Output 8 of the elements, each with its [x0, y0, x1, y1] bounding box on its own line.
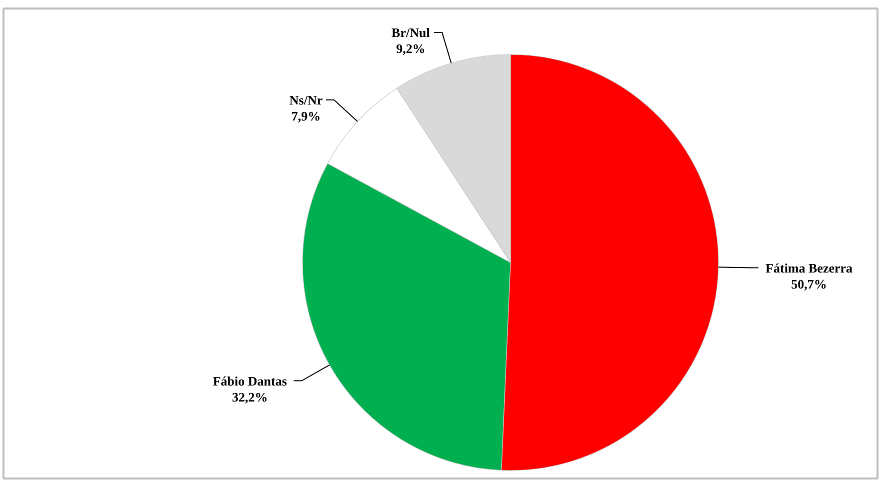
slice-label: Br/Nul: [392, 24, 430, 40]
data-label: 9,2%: [396, 40, 426, 56]
data-label: 7,9%: [291, 108, 321, 124]
slice-label: Fátima Bezerra: [766, 260, 854, 276]
slice-label: Fábio Dantas: [212, 373, 287, 388]
data-label: 32,2%: [232, 389, 268, 404]
slice-label: Ns/Nr: [289, 92, 323, 108]
data-label: 50,7%: [791, 276, 827, 292]
